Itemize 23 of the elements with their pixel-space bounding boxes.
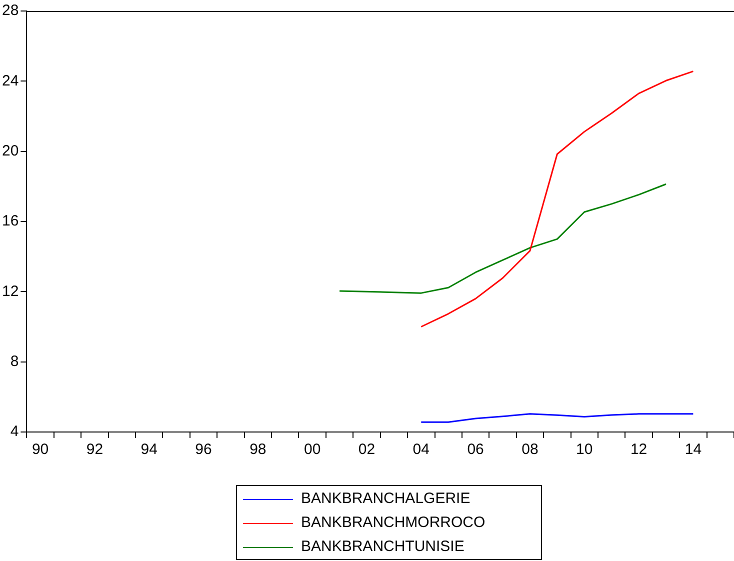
- x-tick-label: 06: [467, 441, 484, 458]
- legend-label: BANKBRANCHALGERIE: [301, 489, 470, 509]
- y-tick-label: 28: [2, 2, 19, 20]
- x-tick-label: 04: [412, 441, 430, 458]
- y-tick-label: 12: [2, 282, 19, 300]
- x-tick-label: 96: [195, 441, 212, 458]
- x-tick-label: 12: [630, 441, 648, 458]
- x-tick-label: 08: [522, 441, 538, 458]
- legend-label: BANKBRANCHMORROCO: [301, 513, 486, 533]
- x-tick-label: 14: [684, 441, 702, 458]
- legend-label: BANKBRANCHTUNISIE: [301, 537, 464, 557]
- x-tick-label: 98: [250, 441, 266, 458]
- y-tick-label: 16: [2, 212, 19, 230]
- y-tick-label: 8: [10, 352, 19, 370]
- y-tick-label: 24: [2, 72, 19, 90]
- x-tick-label: 94: [140, 441, 158, 458]
- x-tick-label: 90: [32, 441, 49, 458]
- x-tick-label: 02: [358, 441, 376, 458]
- x-tick-label: 92: [86, 441, 104, 458]
- y-tick-label: 4: [10, 423, 19, 440]
- x-tick-label: 10: [576, 441, 593, 458]
- x-tick-label: 00: [304, 441, 321, 458]
- y-tick-label: 20: [2, 142, 19, 160]
